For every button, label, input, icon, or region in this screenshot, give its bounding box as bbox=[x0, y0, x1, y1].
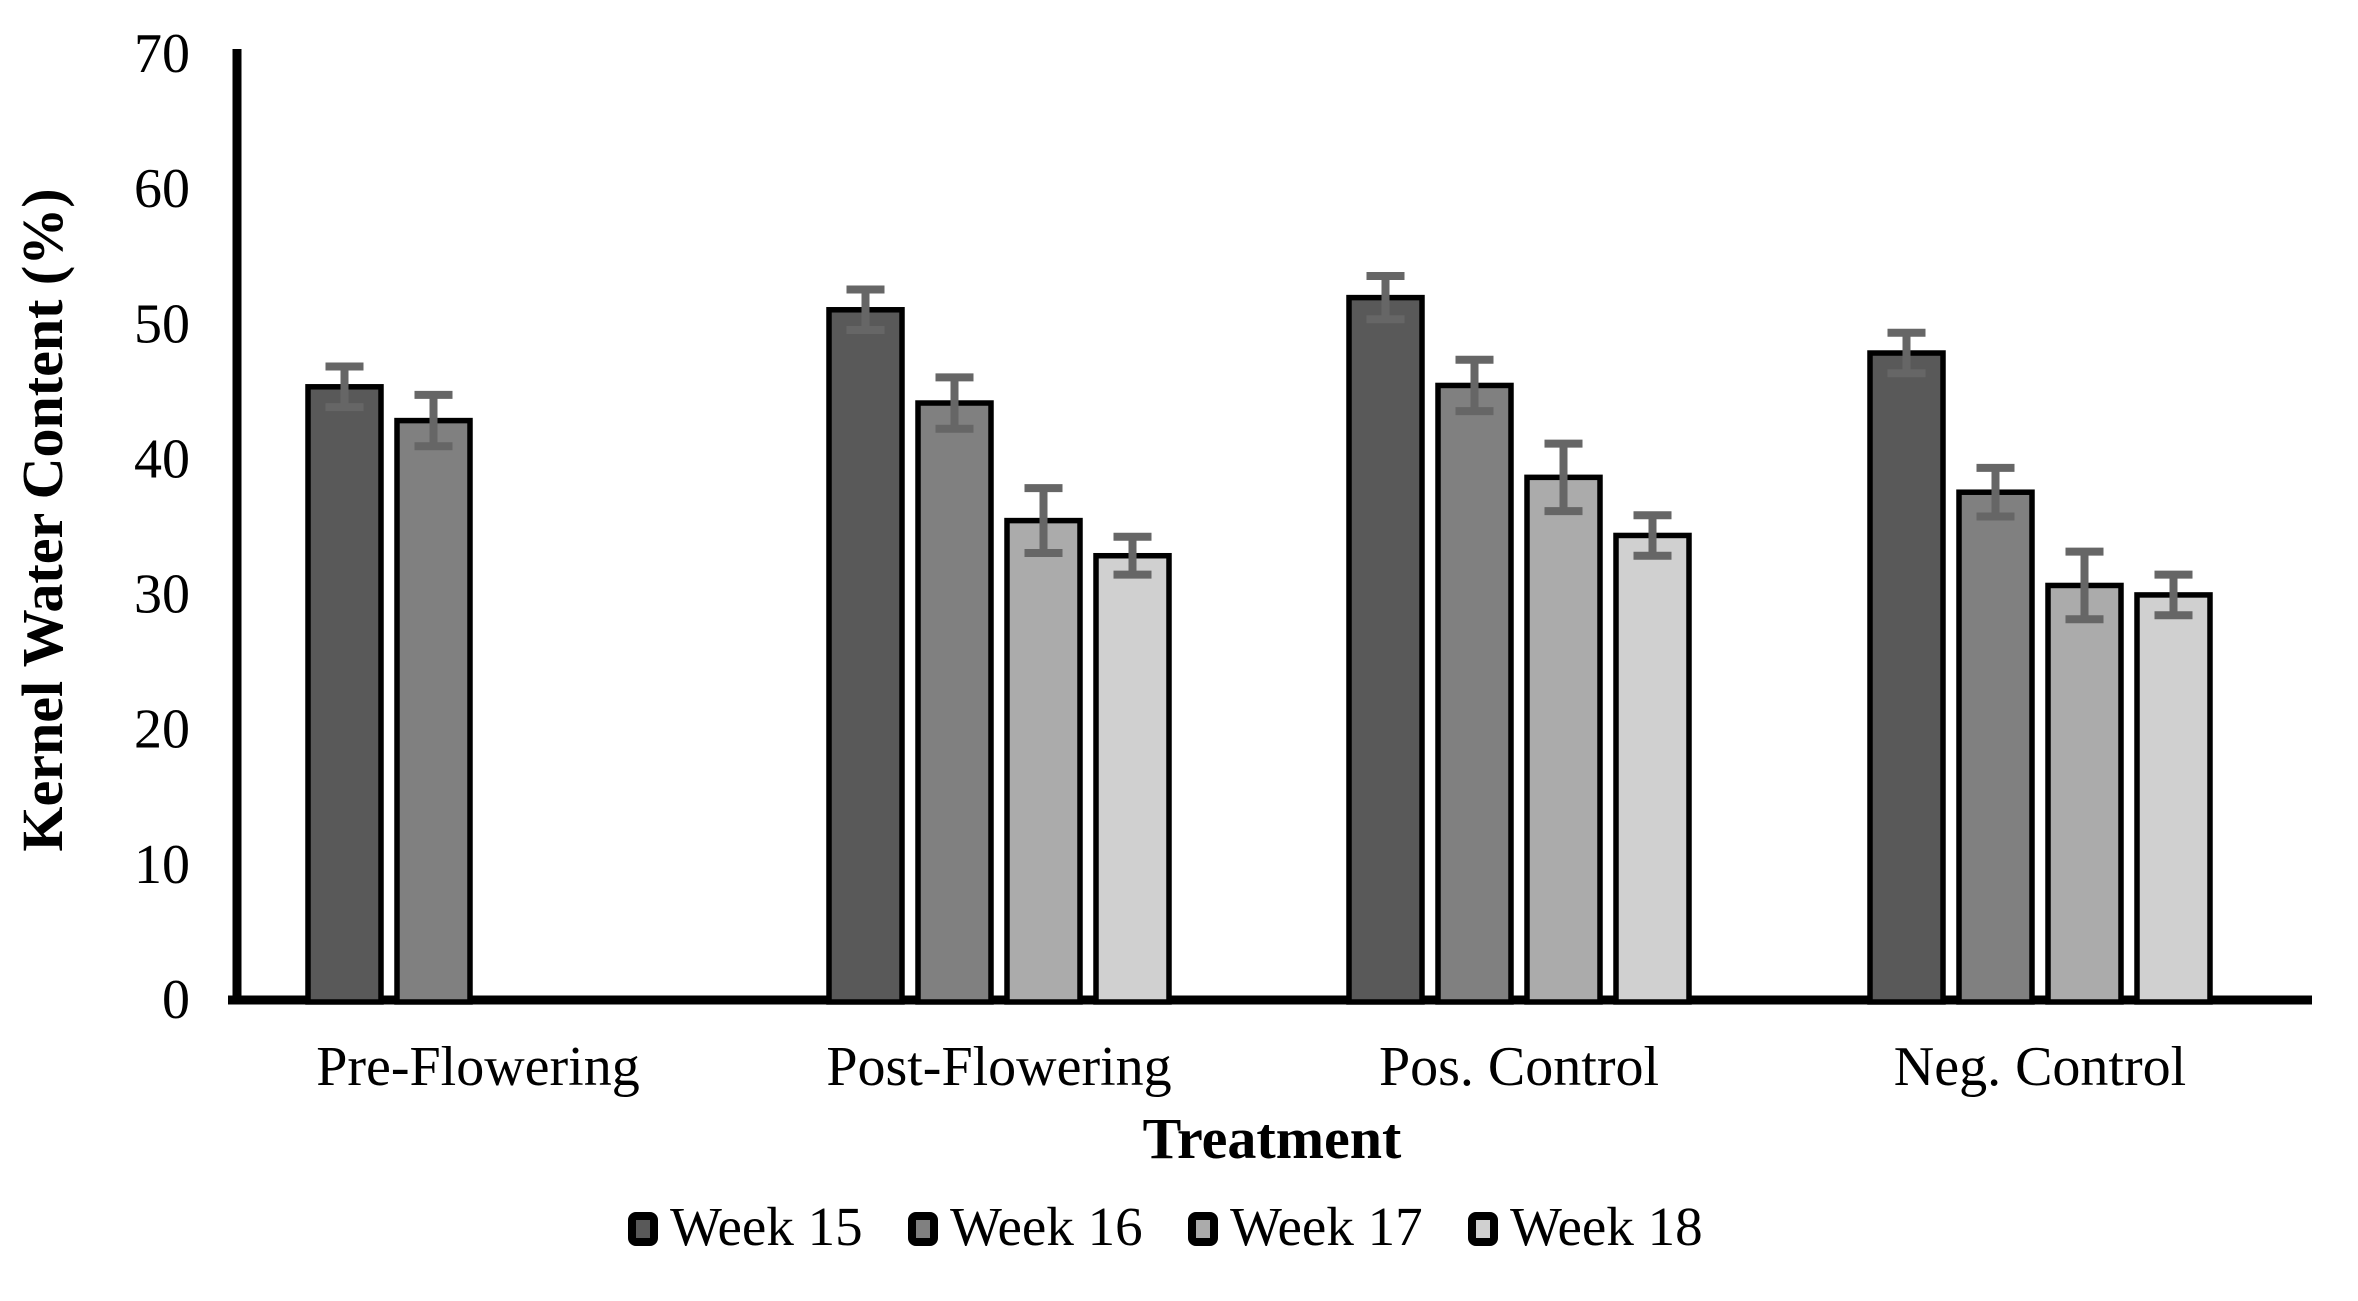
error-bar-week-15-neg-control bbox=[1887, 328, 1926, 378]
y-axis-tick-labels: 0 10 20 30 40 50 60 70 bbox=[134, 23, 190, 1031]
bar-week-15-post-flowering bbox=[826, 307, 905, 1005]
bar-week-16-post-flowering bbox=[915, 400, 994, 1005]
legend-swatch-week-15 bbox=[628, 1212, 658, 1246]
bar-week-15-neg-control bbox=[1867, 350, 1946, 1005]
bar-week-16-pre-flowering bbox=[394, 417, 473, 1005]
legend-swatch-week-17 bbox=[1188, 1212, 1218, 1246]
bar-week-16-pos-control bbox=[1435, 382, 1514, 1005]
legend: Week 15 Week 16 Week 17 Week 18 bbox=[628, 1196, 1703, 1257]
error-bar-week-15-pre-flowering bbox=[325, 362, 364, 412]
category-label-neg-control: Neg. Control bbox=[1894, 1036, 2186, 1098]
bar-week-18-post-flowering bbox=[1093, 552, 1172, 1005]
y-tick-label: 50 bbox=[134, 293, 190, 355]
category-label-pre-flowering: Pre-Flowering bbox=[316, 1036, 640, 1098]
bar-week-17-pos-control bbox=[1524, 474, 1603, 1005]
legend-item-week-16: Week 16 bbox=[908, 1196, 1143, 1257]
error-bar-week-18-neg-control bbox=[2154, 570, 2193, 620]
bar-week-15-pre-flowering bbox=[305, 384, 384, 1005]
error-bar-week-17-pos-control bbox=[1544, 439, 1583, 516]
category-label-post-flowering: Post-Flowering bbox=[826, 1036, 1171, 1098]
error-bar-week-16-pos-control bbox=[1455, 355, 1494, 416]
bars-layer bbox=[305, 294, 2213, 1005]
y-tick-label: 60 bbox=[134, 158, 190, 220]
legend-item-week-18: Week 18 bbox=[1468, 1196, 1703, 1257]
legend-item-week-15: Week 15 bbox=[628, 1196, 863, 1257]
bar-week-17-neg-control bbox=[2045, 582, 2124, 1005]
y-axis-title: Kernel Water Content (%) bbox=[10, 188, 75, 851]
bar-week-18-neg-control bbox=[2134, 592, 2213, 1005]
legend-item-week-17: Week 17 bbox=[1188, 1196, 1423, 1257]
legend-label-week-15: Week 15 bbox=[670, 1196, 863, 1257]
y-tick-label: 70 bbox=[134, 23, 190, 85]
legend-label-week-18: Week 18 bbox=[1510, 1196, 1703, 1257]
y-tick-label: 30 bbox=[134, 564, 190, 626]
x-axis-title: Treatment bbox=[1143, 1106, 1402, 1171]
error-bar-week-16-neg-control bbox=[1976, 463, 2015, 521]
bar-week-15-pos-control bbox=[1346, 294, 1425, 1005]
error-bar-week-16-post-flowering bbox=[935, 373, 974, 433]
error-bar-week-17-post-flowering bbox=[1024, 484, 1063, 558]
y-tick-label: 0 bbox=[162, 969, 190, 1031]
legend-swatch-week-18 bbox=[1468, 1212, 1498, 1246]
bar-week-18-pos-control bbox=[1613, 532, 1692, 1005]
x-axis-category-labels: Pre-Flowering Post-Flowering Pos. Control N… bbox=[316, 1036, 2186, 1098]
error-bars-layer bbox=[325, 271, 2193, 624]
legend-label-week-16: Week 16 bbox=[950, 1196, 1143, 1257]
bar-week-16-neg-control bbox=[1956, 489, 2035, 1005]
legend-swatch-week-16 bbox=[908, 1212, 938, 1246]
error-bar-week-18-post-flowering bbox=[1113, 532, 1152, 579]
y-tick-label: 40 bbox=[134, 428, 190, 490]
y-tick-label: 20 bbox=[134, 699, 190, 761]
error-bar-week-16-pre-flowering bbox=[414, 390, 453, 451]
category-label-pos-control: Pos. Control bbox=[1379, 1036, 1659, 1098]
legend-label-week-17: Week 17 bbox=[1230, 1196, 1423, 1257]
error-bar-week-18-pos-control bbox=[1633, 511, 1672, 560]
bar-week-17-post-flowering bbox=[1004, 517, 1083, 1005]
error-bar-week-15-pos-control bbox=[1366, 271, 1405, 324]
y-tick-label: 10 bbox=[134, 834, 190, 896]
error-bar-week-17-neg-control bbox=[2065, 547, 2104, 624]
error-bar-week-15-post-flowering bbox=[846, 285, 885, 335]
